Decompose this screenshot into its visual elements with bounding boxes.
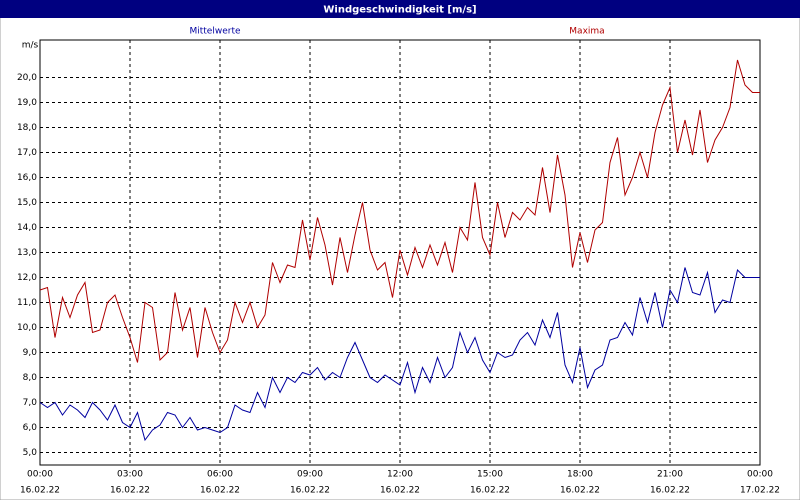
y-axis-label: m/s [22,41,39,51]
y-tick-label: 7,0 [23,398,38,408]
y-tick-label: 5,0 [23,448,38,458]
y-tick-label: 16,0 [17,173,37,183]
y-tick-label: 15,0 [17,198,37,208]
data-line [39,267,760,442]
y-tick-label: 11,0 [17,298,37,308]
plot-border [39,39,761,466]
chart-title: Windgeschwindigkeit [m/s] [323,5,476,16]
x-tick-date: 16.02.22 [380,486,420,496]
x-tick-date: 16.02.22 [470,486,510,496]
x-tick-date: 16.02.22 [290,486,330,496]
x-tick-label: 00:00 [747,470,773,480]
x-tick-date: 16.02.22 [200,486,240,496]
x-tick-label: 06:00 [207,470,233,480]
y-tick-label: 8,0 [23,373,38,383]
y-tick-label: 12,0 [17,273,37,283]
x-tick-date: 16.02.22 [560,486,600,496]
y-tick-label: 6,0 [23,423,38,433]
x-tick-date: 16.02.22 [650,486,690,496]
x-tick-date: 16.02.22 [20,486,60,496]
y-tick-label: 9,0 [23,348,38,358]
legend-entry: Maxima [569,27,604,37]
x-tick-label: 21:00 [657,470,683,480]
y-tick-label: 13,0 [17,248,37,258]
data-line [39,59,760,363]
x-tick-label: 15:00 [477,470,503,480]
y-tick-label: 18,0 [17,123,37,133]
y-tick-label: 17,0 [17,148,37,158]
y-tick-label: 10,0 [17,323,37,333]
legend-entry: Mittelwerte [189,27,240,37]
x-tick-label: 03:00 [117,470,143,480]
y-tick-label: 14,0 [17,223,37,233]
y-tick-label: 20,0 [17,73,37,83]
x-tick-label: 12:00 [387,470,413,480]
x-tick-date: 16.02.22 [110,486,150,496]
y-tick-label: 19,0 [17,98,37,108]
title-bar [0,0,800,18]
x-tick-label: 18:00 [567,470,593,480]
x-tick-label: 00:00 [27,470,53,480]
x-tick-date: 17.02.22 [740,486,780,496]
x-tick-label: 09:00 [297,470,323,480]
